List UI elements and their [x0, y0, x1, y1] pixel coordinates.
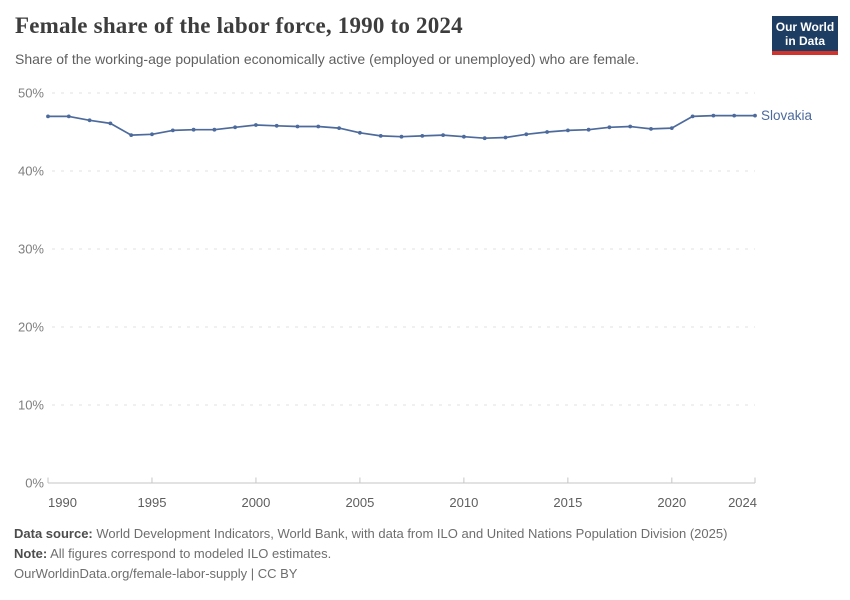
- data-point[interactable]: [399, 134, 404, 139]
- data-point[interactable]: [586, 127, 591, 132]
- data-point[interactable]: [378, 134, 383, 138]
- x-tick-label: 2015: [553, 495, 582, 510]
- y-tick-label: 40%: [18, 164, 44, 179]
- data-point[interactable]: [669, 126, 674, 130]
- x-tick-label: 2000: [241, 495, 270, 510]
- owid-logo-line2: in Data: [784, 34, 825, 49]
- data-point[interactable]: [295, 124, 300, 129]
- data-point[interactable]: [441, 133, 445, 138]
- data-point[interactable]: [732, 113, 737, 118]
- data-point[interactable]: [462, 134, 466, 139]
- x-tick-label: 2020: [657, 495, 686, 510]
- data-point[interactable]: [690, 114, 695, 119]
- data-source-label: Data source:: [14, 526, 93, 541]
- note-label: Note:: [14, 546, 48, 561]
- data-point[interactable]: [108, 121, 113, 126]
- data-point[interactable]: [358, 130, 362, 135]
- data-source-line: Data source: World Development Indicator…: [14, 524, 834, 544]
- data-point[interactable]: [711, 113, 716, 118]
- cc-by-link[interactable]: OurWorldinData.org/female-labor-supply |…: [14, 566, 298, 581]
- data-point[interactable]: [274, 123, 279, 128]
- data-point[interactable]: [649, 126, 653, 131]
- data-point[interactable]: [170, 128, 175, 133]
- data-point[interactable]: [212, 127, 217, 132]
- data-point[interactable]: [482, 136, 487, 141]
- chart-footer: Data source: World Development Indicator…: [14, 524, 834, 584]
- x-tick-label: 2005: [345, 495, 374, 510]
- data-point[interactable]: [316, 124, 321, 129]
- y-tick-label: 10%: [18, 398, 44, 413]
- chart-subtitle: Share of the working-age population econ…: [15, 51, 640, 67]
- data-point[interactable]: [233, 125, 238, 130]
- data-point[interactable]: [191, 127, 196, 132]
- data-point[interactable]: [545, 130, 549, 134]
- owid-logo-line1: Our World: [775, 20, 835, 34]
- x-tick-label: 1990: [48, 495, 77, 510]
- note-line: Note: All figures correspond to modeled …: [14, 544, 834, 564]
- data-point[interactable]: [753, 113, 757, 118]
- entity-label-slovakia[interactable]: Slovakia: [761, 108, 813, 123]
- data-point[interactable]: [87, 118, 92, 123]
- data-point[interactable]: [566, 128, 570, 133]
- data-point[interactable]: [150, 132, 154, 137]
- y-tick-label: 0%: [25, 476, 44, 491]
- chart-title: Female share of the labor force, 1990 to…: [15, 13, 463, 38]
- data-point[interactable]: [420, 134, 425, 138]
- data-point[interactable]: [524, 132, 529, 137]
- chart-figure: 0% 10% 20% 30% 40% 50% 1990 1995 2000 2005 2010 201…: [0, 0, 850, 525]
- x-tick-label: 2024: [728, 495, 757, 510]
- line-chart[interactable]: 0% 10% 20% 30% 40% 50% 1990 1995 2000 2005 2010 201…: [0, 0, 850, 525]
- data-point[interactable]: [337, 126, 341, 130]
- data-point[interactable]: [503, 135, 508, 140]
- x-tick-label: 2010: [449, 495, 478, 510]
- data-point[interactable]: [607, 125, 612, 130]
- data-point[interactable]: [254, 123, 258, 127]
- data-point[interactable]: [66, 114, 71, 119]
- data-point[interactable]: [129, 133, 134, 138]
- y-tick-label: 20%: [18, 320, 44, 335]
- data-point[interactable]: [628, 124, 633, 129]
- data-source-text: World Development Indicators, World Bank…: [96, 526, 728, 541]
- owid-logo[interactable]: Our World in Data: [772, 16, 838, 56]
- x-tick-label: 1995: [138, 495, 167, 510]
- y-tick-label: 30%: [18, 242, 44, 257]
- note-text: All figures correspond to modeled ILO es…: [50, 546, 332, 561]
- data-point[interactable]: [46, 114, 50, 119]
- y-tick-label: 50%: [18, 86, 44, 101]
